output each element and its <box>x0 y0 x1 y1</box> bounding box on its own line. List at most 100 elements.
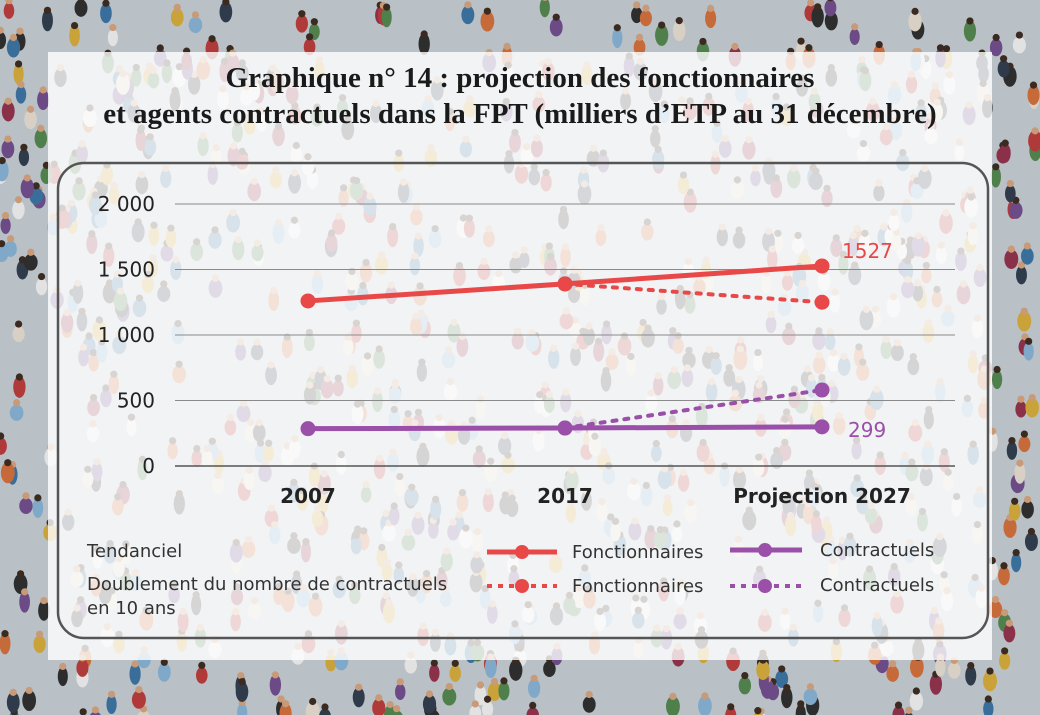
crowd-person <box>74 0 88 17</box>
crowd-person-head <box>731 42 739 51</box>
crowd-person <box>1015 400 1027 418</box>
crowd-person <box>963 20 977 42</box>
crowd-person-head <box>375 694 383 702</box>
crowd-person <box>129 663 141 685</box>
crowd-person-head <box>70 21 79 30</box>
crowd-person <box>352 687 365 708</box>
crowd-person <box>219 1 233 23</box>
crowd-person <box>13 63 24 85</box>
crowd-person-head <box>0 157 6 165</box>
crowd-person-head <box>26 105 35 113</box>
legend-marker-fonctionnaires-dotted <box>515 579 529 593</box>
crowd-person-head <box>807 0 815 7</box>
legend-marker-fonctionnaires-solid <box>515 545 529 559</box>
y-axis-ticks: 0 500 1 000 1 500 2 000 <box>98 192 155 478</box>
series-group <box>300 258 830 437</box>
crowd-person <box>983 670 997 692</box>
crowd-person <box>0 245 9 263</box>
crowd-person <box>1021 500 1034 519</box>
crowd-person-head <box>102 0 110 7</box>
crowd-person <box>665 695 680 715</box>
crowd-person-head <box>633 1 641 9</box>
crowd-person <box>983 699 994 715</box>
crowd-person-head <box>894 701 903 709</box>
crowd-person-head <box>21 588 29 596</box>
crowd-person <box>1020 247 1034 265</box>
crowd-person <box>303 38 316 56</box>
crowd-person <box>442 687 457 706</box>
crowd-person <box>775 670 789 688</box>
crowd-person-head <box>613 24 621 32</box>
crowd-person-head <box>305 33 314 41</box>
crowd-person-head <box>445 682 453 691</box>
crowd-person <box>19 497 33 515</box>
crowd-person-head <box>889 660 897 668</box>
crowd-person-head <box>805 44 813 52</box>
crowd-person-head <box>503 42 511 50</box>
legend: Tendanciel Doublement du nombre de contr… <box>86 540 934 619</box>
crowd-person-head <box>131 660 139 668</box>
crowd-person-head <box>1031 127 1039 135</box>
crowd-person <box>474 684 487 706</box>
crowd-person-head <box>783 683 791 692</box>
crowd-person <box>672 20 686 42</box>
crowd-person <box>480 10 495 32</box>
crowd-person-head <box>993 365 1001 374</box>
crowd-person <box>469 704 482 715</box>
y-tick-label: 2 000 <box>98 192 155 216</box>
crowd-person <box>19 591 30 613</box>
crowd-person-head <box>992 163 1000 171</box>
crowd-person <box>3 2 15 19</box>
crowd-person <box>582 696 596 713</box>
crowd-person-head <box>542 0 548 1</box>
crowd-person-head <box>23 174 31 182</box>
crowd-person <box>824 0 837 17</box>
crowd-person <box>69 24 80 47</box>
legend-label-contractuels-dotted: Contractuels <box>820 575 934 596</box>
crowd-person-head <box>396 678 404 686</box>
crowd-person-head <box>1011 497 1019 505</box>
crowd-person-head <box>1 630 9 638</box>
legend-marker-contractuels-solid <box>758 543 772 557</box>
crowd-person-head <box>1025 337 1033 345</box>
crowd-person <box>1009 201 1023 219</box>
crowd-person-head <box>27 248 35 256</box>
crowd-person-head <box>675 17 683 25</box>
crowd-person <box>824 11 838 31</box>
crowd-person <box>1015 265 1027 285</box>
data-point-contractuels-dotted <box>814 382 830 398</box>
crowd-person <box>269 674 282 696</box>
crowd-person-head <box>992 33 1000 42</box>
x-tick-label: Projection 2027 <box>733 484 911 508</box>
crowd-person-head <box>37 124 45 132</box>
crowd-person-head <box>1020 307 1028 315</box>
crowd-person <box>37 89 50 111</box>
crowd-person-head <box>0 432 5 440</box>
crowd-person-head <box>1001 139 1009 147</box>
crowd-person <box>6 37 21 58</box>
crowd-person-head <box>20 143 28 151</box>
crowd-person <box>803 688 818 706</box>
crowd-person <box>965 665 977 686</box>
data-point-contractuels-solid <box>300 421 316 437</box>
crowd-person <box>390 710 403 715</box>
crowd-person-head <box>806 683 815 691</box>
crowd-person-head <box>827 0 834 2</box>
crowd-person-head <box>271 671 279 679</box>
crowd-person <box>429 664 440 682</box>
crowd-person <box>0 437 7 455</box>
crowd-person <box>1006 441 1018 460</box>
crowd-person-head <box>814 3 822 11</box>
crowd-person <box>237 702 248 715</box>
crowd-person <box>612 27 623 49</box>
crowd-person <box>631 6 643 24</box>
data-point-fonctionnaires-solid <box>300 293 316 309</box>
crowd-person <box>811 6 824 28</box>
crowd-person <box>698 695 712 715</box>
y-tick-label: 1 000 <box>98 323 155 347</box>
crowd-person <box>738 676 752 695</box>
crowd-person <box>33 635 46 654</box>
crowd-person <box>76 658 89 677</box>
crowd-person-head <box>109 23 117 32</box>
